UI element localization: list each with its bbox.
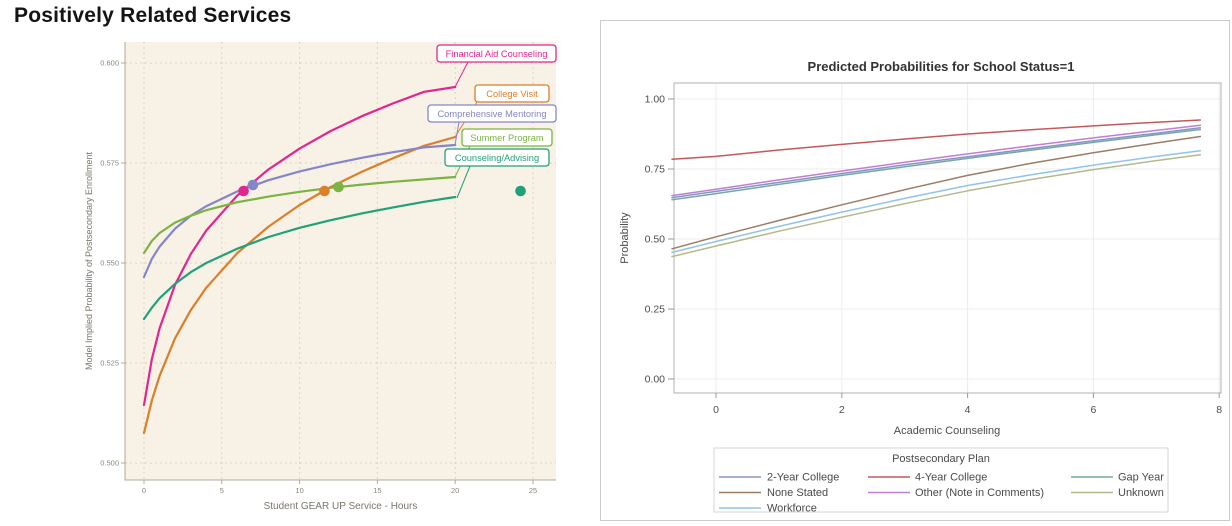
legend-box: [713, 447, 1169, 513]
chart-title: Predicted Probabilities for School Statu…: [808, 59, 1075, 74]
series-marker-comprehensive-mentoring: [247, 179, 259, 191]
legend-label: Gap Year: [1118, 472, 1164, 484]
label-text: Summer Program: [470, 133, 544, 143]
x-tick-label: 6: [1090, 404, 1096, 416]
label-text: Financial Aid Counseling: [446, 49, 548, 59]
y-tick-labels: 0.600 0.575 0.550 0.525 0.500: [100, 59, 119, 468]
legend-title: Postsecondary Plan: [892, 453, 990, 465]
y-axis-label: Model Implied Probability of Postseconda…: [84, 151, 94, 370]
y-tick-label: 0.500: [100, 459, 119, 468]
legend-entry-unknown: Unknown: [1071, 487, 1164, 499]
legend-entry-workforce: Workforce: [719, 503, 817, 515]
y-tick-label: 0.525: [100, 359, 119, 368]
y-tick-label: 0.575: [100, 159, 119, 168]
tick-marks: [668, 98, 1220, 398]
y-tick-label: 1.00: [645, 94, 666, 106]
page-title: Positively Related Services: [14, 4, 292, 27]
series-label-financial-aid-counseling: Financial Aid Counseling: [436, 44, 557, 88]
y-tick-label: 0.75: [645, 164, 666, 176]
series-label-comprehensive-mentoring: Comprehensive Mentoring: [427, 104, 557, 146]
x-tick-label: 10: [295, 486, 303, 495]
label-box: [427, 104, 557, 123]
label-text: Counseling/Advising: [455, 153, 539, 163]
legend-label: 2-Year College: [767, 472, 839, 484]
x-tick-label: 0: [713, 404, 719, 416]
label-leader-line: [456, 165, 471, 199]
label-leader-line: [454, 121, 460, 146]
y-tick-label: 0.00: [645, 374, 666, 386]
legend: Postsecondary Plan 2-Year College None Sta…: [713, 447, 1169, 515]
label-box: [436, 44, 557, 63]
label-box: [444, 148, 550, 167]
y-tick-label: 0.550: [100, 259, 119, 268]
label-text: College Visit: [486, 89, 538, 99]
legend-label: Other (Note in Comments): [915, 487, 1044, 499]
series-line-college-visit: [142, 135, 457, 435]
y-tick-label: 0.25: [645, 304, 666, 316]
y-tick-label: 0.600: [100, 59, 119, 68]
legend-entry-none-stated: None Stated: [719, 487, 828, 499]
y-tick-label: 0.50: [645, 234, 666, 246]
x-tick-label: 0: [142, 486, 146, 495]
series-marker-college-visit: [319, 185, 330, 197]
series-marker-counseling-advising: [515, 185, 526, 197]
legend-label: None Stated: [767, 487, 828, 499]
series-line-4-year-college: [671, 119, 1202, 160]
label-leader-line: [454, 61, 469, 88]
right-chart-panel: Predicted Probabilities for School Statu…: [600, 20, 1230, 521]
label-box: [474, 84, 550, 103]
series-line-none-stated: [671, 135, 1202, 250]
x-axis-label: Academic Counseling: [894, 425, 1000, 437]
x-tick-label: 25: [529, 486, 537, 495]
legend-label: Workforce: [767, 503, 817, 515]
x-tick-label: 2: [839, 404, 845, 416]
x-tick-label: 20: [451, 486, 459, 495]
axis-lines: [124, 42, 556, 481]
x-tick-labels: 0 2 4 6 8: [713, 404, 1222, 416]
x-axis-label: Student GEAR UP Service - Hours: [264, 501, 418, 512]
legend-entry-2-year-college: 2-Year College: [719, 472, 839, 484]
left-chart-figure: 0 5 10 15 20 25 0.600 0.575 0.550 0.525 0.500 Finan…: [78, 40, 570, 526]
y-tick-labels: 1.00 0.75 0.50 0.25 0.00: [645, 94, 666, 386]
x-tick-label: 15: [373, 486, 381, 495]
x-tick-label: 5: [220, 486, 224, 495]
x-tick-labels: 0 5 10 15 20 25: [142, 486, 537, 495]
series-line-2-year-college: [671, 127, 1202, 199]
legend-label: Unknown: [1118, 487, 1164, 499]
y-axis-label: Probability: [619, 212, 631, 264]
x-tick-label: 4: [965, 404, 971, 416]
plot-frame: [673, 82, 1222, 394]
legend-entry-gap-year: Gap Year: [1071, 472, 1164, 484]
series-line-counseling-advising: [142, 195, 457, 321]
series-line-summer-program: [142, 175, 457, 255]
right-chart-svg: Predicted Probabilities for School Statu…: [619, 59, 1222, 515]
series-line-unknown: [671, 153, 1202, 258]
series-line-gap-year: [671, 128, 1202, 201]
series-line-other-note-in-comments: [671, 124, 1202, 197]
series-line-workforce: [671, 150, 1202, 254]
gridlines: [674, 83, 1221, 393]
legend-label: 4-Year College: [915, 472, 987, 484]
tick-marks: [121, 62, 534, 484]
label-box: [461, 128, 553, 147]
series-label-counseling-advising: Counseling/Advising: [444, 148, 550, 199]
x-tick-label: 8: [1216, 404, 1222, 416]
legend-entry-4-year-college: 4-Year College: [868, 472, 987, 484]
legend-entry-other-note-in-comments: Other (Note in Comments): [868, 487, 1044, 499]
left-chart-svg: 0 5 10 15 20 25 0.600 0.575 0.550 0.525 0.500 Finan…: [84, 42, 557, 512]
series-marker-summer-program: [333, 181, 344, 193]
label-text: Comprehensive Mentoring: [437, 109, 546, 119]
series-marker-financial-aid-counseling: [238, 185, 249, 197]
